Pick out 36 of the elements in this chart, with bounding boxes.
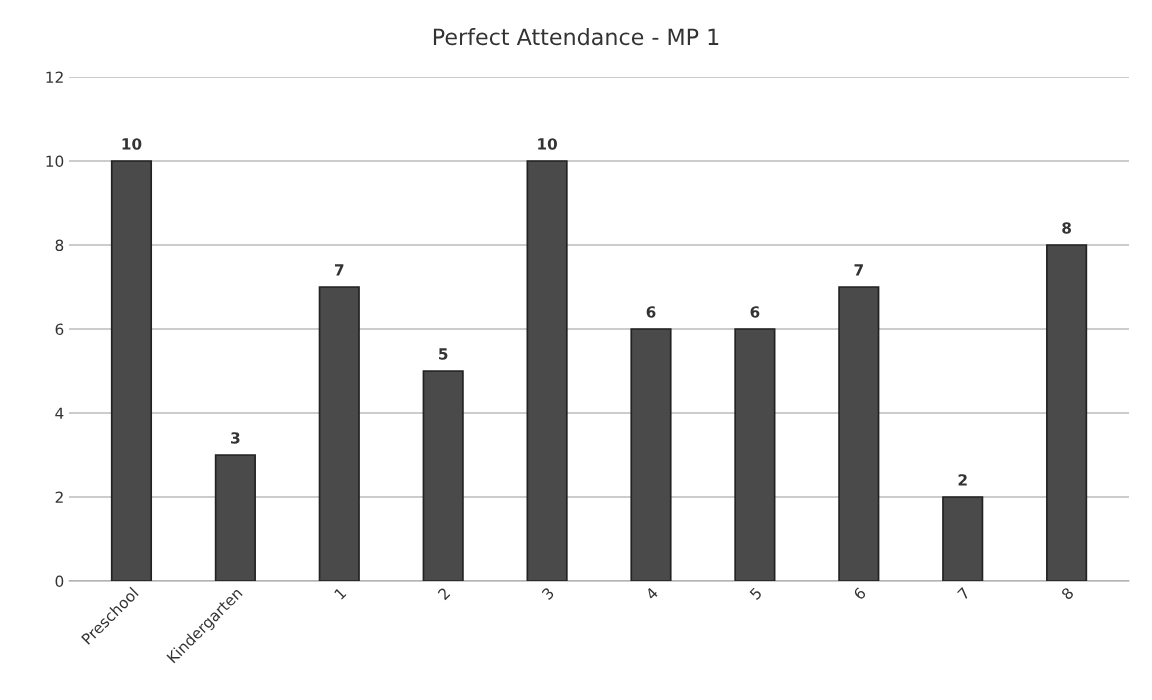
x-tick-label: 5 xyxy=(749,587,763,601)
data-label: 8 xyxy=(1062,222,1071,234)
x-tick-label: 6 xyxy=(852,586,867,601)
y-tick-label: 2 xyxy=(55,491,63,503)
x-tick-label: 8 xyxy=(1060,586,1075,601)
bar xyxy=(838,286,880,581)
data-label: 5 xyxy=(439,348,448,360)
y-tick-label: 12 xyxy=(46,71,63,83)
y-tick-label: 10 xyxy=(46,155,64,168)
x-tick-label: 7 xyxy=(957,587,970,601)
chart-title: Perfect Attendance - MP 1 xyxy=(433,28,719,46)
data-label: 2 xyxy=(958,474,967,486)
x-tick-label: 4 xyxy=(644,586,659,601)
bar xyxy=(318,286,360,581)
bar xyxy=(942,496,984,581)
y-tick-label: 6 xyxy=(55,323,64,336)
data-label: 10 xyxy=(122,138,142,150)
data-label: 10 xyxy=(538,138,557,150)
y-tick-label: 8 xyxy=(55,239,64,252)
bar xyxy=(1046,244,1088,581)
bar xyxy=(214,454,256,581)
bar xyxy=(422,370,464,581)
data-label: 7 xyxy=(854,264,863,276)
x-tick-label: 1 xyxy=(333,587,347,600)
data-label: 7 xyxy=(334,264,344,276)
bar xyxy=(734,328,776,581)
data-label: 6 xyxy=(750,306,760,318)
bar xyxy=(630,328,672,581)
data-label: 3 xyxy=(231,432,240,444)
x-tick-label: 2 xyxy=(437,587,451,601)
y-tick-label: 0 xyxy=(55,575,64,588)
bar xyxy=(526,160,568,581)
bar xyxy=(110,160,153,581)
x-tick-label: 3 xyxy=(541,586,555,601)
data-label: 6 xyxy=(646,306,656,318)
y-tick-label: 4 xyxy=(55,407,64,419)
